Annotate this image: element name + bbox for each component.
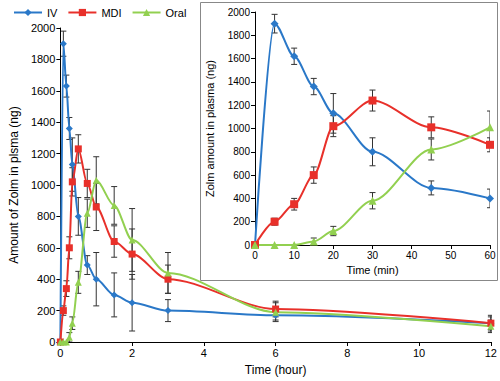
svg-text:4: 4 xyxy=(201,347,207,359)
svg-text:Time (min): Time (min) xyxy=(346,264,398,276)
svg-text:1200: 1200 xyxy=(228,100,251,111)
svg-text:IV: IV xyxy=(47,7,58,19)
svg-text:600: 600 xyxy=(233,170,250,181)
svg-text:8: 8 xyxy=(344,347,350,359)
svg-text:40: 40 xyxy=(406,250,418,261)
svg-text:12: 12 xyxy=(485,347,497,359)
svg-text:1600: 1600 xyxy=(228,53,251,64)
svg-text:1400: 1400 xyxy=(31,116,55,128)
svg-text:10: 10 xyxy=(413,347,425,359)
svg-text:800: 800 xyxy=(37,210,55,222)
svg-text:1800: 1800 xyxy=(31,53,55,65)
svg-text:10: 10 xyxy=(289,250,301,261)
svg-text:1600: 1600 xyxy=(31,85,55,97)
svg-text:30: 30 xyxy=(367,250,379,261)
svg-text:6: 6 xyxy=(273,347,279,359)
svg-text:Time (hour): Time (hour) xyxy=(245,363,307,377)
svg-text:0: 0 xyxy=(57,347,63,359)
svg-text:1200: 1200 xyxy=(31,148,55,160)
svg-text:2000: 2000 xyxy=(228,7,251,18)
svg-text:Oral: Oral xyxy=(166,7,187,19)
svg-text:20: 20 xyxy=(328,250,340,261)
svg-text:200: 200 xyxy=(37,305,55,317)
svg-text:1000: 1000 xyxy=(228,123,251,134)
svg-text:800: 800 xyxy=(233,146,250,157)
svg-text:MDI: MDI xyxy=(101,7,121,19)
svg-text:1800: 1800 xyxy=(228,30,251,41)
svg-text:400: 400 xyxy=(233,193,250,204)
svg-text:600: 600 xyxy=(37,242,55,254)
svg-text:1400: 1400 xyxy=(228,76,251,87)
svg-text:50: 50 xyxy=(445,250,457,261)
svg-text:2000: 2000 xyxy=(31,22,55,34)
svg-text:2: 2 xyxy=(129,347,135,359)
svg-text:400: 400 xyxy=(37,273,55,285)
svg-text:0: 0 xyxy=(244,240,250,251)
svg-text:Amount of Zolm in plsma (ng): Amount of Zolm in plsma (ng) xyxy=(7,106,21,263)
svg-text:200: 200 xyxy=(233,216,250,227)
svg-text:0: 0 xyxy=(252,250,258,261)
svg-text:0: 0 xyxy=(49,336,55,348)
svg-text:1000: 1000 xyxy=(31,179,55,191)
svg-text:Zolm amount in plasma (ng): Zolm amount in plasma (ng) xyxy=(204,60,216,197)
svg-text:60: 60 xyxy=(484,250,496,261)
